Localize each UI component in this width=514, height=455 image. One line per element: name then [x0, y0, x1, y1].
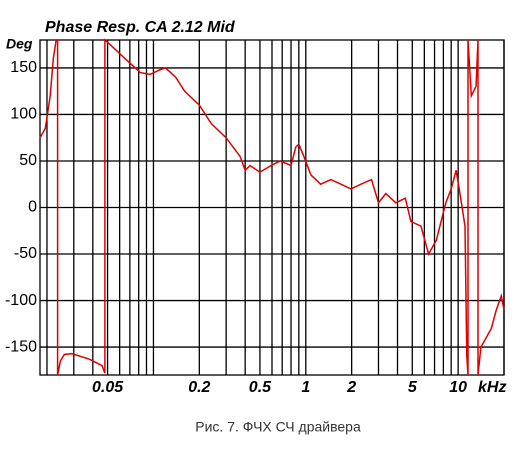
x-axis-label: kHz: [478, 379, 506, 396]
y-tick-label: 150: [10, 59, 37, 76]
y-tick-label: -100: [5, 292, 37, 309]
y-tick-label: -50: [14, 245, 37, 262]
x-tick-label: 1: [301, 379, 310, 396]
y-axis-label: Deg: [6, 36, 33, 52]
plot-frame: [39, 39, 505, 376]
x-tick-label: 0.05: [92, 379, 124, 396]
y-tick-label: -150: [5, 338, 37, 355]
x-tick-label: 0.5: [249, 379, 272, 396]
y-tick-label: 100: [10, 106, 37, 123]
x-tick-label: 10: [449, 379, 467, 396]
caption: Рис. 7. ФЧХ СЧ драйвера: [195, 419, 361, 435]
x-tick-label: 2: [346, 379, 356, 396]
x-tick-label: 0.2: [188, 379, 210, 396]
y-tick-label: 0: [28, 199, 37, 216]
chart-title: Phase Resp. CA 2.12 Mid: [45, 19, 236, 36]
phase-line: [39, 38, 505, 376]
y-tick-label: 50: [19, 152, 37, 169]
x-tick-label: 5: [408, 379, 418, 396]
